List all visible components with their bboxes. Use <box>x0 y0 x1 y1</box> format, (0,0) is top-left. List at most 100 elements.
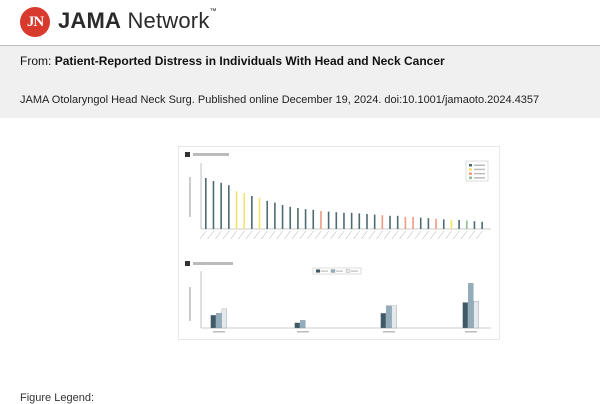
panel-a-y-label-placeholder <box>189 177 191 217</box>
panel-b-bar <box>300 320 306 329</box>
panel-b-bar <box>221 308 227 329</box>
panel-a-legend-swatch <box>469 176 472 180</box>
panel-b-y-label-placeholder <box>189 287 191 321</box>
panel-a-bar <box>389 215 391 229</box>
panel-a-badge <box>185 152 190 157</box>
panel-a-tick-label <box>307 230 314 240</box>
panel-a-tick-label <box>207 230 214 240</box>
panel-a-bar <box>473 221 476 229</box>
panel-b-bar <box>468 283 474 329</box>
panel-a-tick-label <box>222 230 230 240</box>
panel-b-legend-label <box>321 270 328 272</box>
panel-a-tick-label <box>445 230 452 240</box>
panel-b-bar <box>210 315 216 329</box>
panel-a-bar <box>212 181 215 229</box>
panel-a-bar <box>205 178 207 229</box>
panel-a-bar <box>258 197 261 229</box>
panel-a-bar <box>442 219 445 229</box>
article-title[interactable]: Patient-Reported Distress in Individuals… <box>54 54 445 68</box>
panel-a-bar <box>220 182 222 229</box>
figure-legend-heading: Figure Legend: <box>20 392 94 404</box>
panel-a-tick-label <box>476 230 483 240</box>
panel-a-bar <box>274 202 276 229</box>
panel-a-tick-label <box>230 230 237 240</box>
panel-a-bar <box>335 212 338 229</box>
logo-trademark: ™ <box>209 8 217 15</box>
panel-a-legend-label <box>474 168 485 171</box>
panel-a-bar <box>435 218 437 229</box>
panel-a-tick-label <box>353 230 360 240</box>
panel-a-tick-label <box>414 230 422 240</box>
panel-a-tick-label <box>468 230 475 240</box>
panel-a-bar <box>458 220 460 229</box>
panel-b-bar <box>462 302 468 329</box>
panel-a-tick-label <box>299 230 307 240</box>
panel-a-tick-label <box>460 230 468 240</box>
panel-a-bar <box>235 191 238 229</box>
panel-b-bar <box>391 305 397 329</box>
panel-a-bar <box>465 220 468 229</box>
panel-a-bar <box>358 213 361 229</box>
panel-a-legend-label <box>474 177 485 179</box>
panel-a-bar <box>289 206 292 229</box>
panel-a-bar <box>396 215 399 229</box>
from-line: From: Patient-Reported Distress in Indiv… <box>20 54 445 68</box>
panel-b-title-placeholder <box>193 262 233 265</box>
panel-a-tick-label <box>268 230 276 240</box>
panel-a-bar <box>381 215 384 229</box>
panel-a-tick-label <box>437 230 445 240</box>
panel-a-tick-label <box>330 230 337 240</box>
panel-b-tick-label <box>383 331 395 333</box>
panel-a-bar <box>373 214 376 229</box>
panel-a-tick-label <box>345 230 353 240</box>
logo-wordmark-bold: JAMA <box>58 8 122 33</box>
panel-a-tick-label <box>399 230 406 240</box>
from-label: From: <box>20 54 52 68</box>
panel-a-tick-label <box>284 230 291 240</box>
panel-a-tick-label <box>199 230 207 240</box>
panel-a-bar <box>312 209 315 229</box>
panel-b-bar <box>294 322 300 329</box>
logo-wordmark[interactable]: JAMA Network™ <box>58 8 217 34</box>
panel-b-tick-label <box>213 331 225 333</box>
panel-a-bar <box>450 220 453 229</box>
figure-chart <box>185 152 491 333</box>
panel-a-tick-label <box>245 230 253 240</box>
panel-a-tick-label <box>215 230 222 240</box>
panel-a-tick-label <box>360 230 368 240</box>
panel-b-badge <box>185 261 190 266</box>
panel-a-bar <box>266 200 269 229</box>
panel-a-bar <box>281 205 284 229</box>
panel-a-bar <box>419 217 422 229</box>
site-header: JN JAMA Network™ <box>0 0 600 42</box>
panel-b-bar <box>380 313 386 329</box>
logo-wordmark-rest: Network <box>121 8 210 33</box>
panel-a-tick-label <box>291 230 299 240</box>
panel-a-tick-label <box>383 230 391 240</box>
panel-a-bar <box>404 217 407 229</box>
figure-image[interactable] <box>178 146 500 340</box>
panel-a-bar <box>343 212 345 229</box>
panel-a-tick-label <box>453 230 460 240</box>
panel-a-legend-swatch <box>469 164 472 167</box>
article-banner: From: Patient-Reported Distress in Indiv… <box>0 45 600 118</box>
panel-a-tick-label <box>337 230 345 240</box>
panel-a-tick-label <box>314 230 322 240</box>
panel-a-bar <box>297 208 299 229</box>
panel-a-legend-swatch <box>469 172 472 175</box>
panel-b-bar <box>386 305 392 329</box>
panel-b-bar <box>216 313 222 329</box>
jama-network-logo[interactable]: JN <box>20 7 50 37</box>
panel-a-tick-label <box>368 230 376 240</box>
panel-b-legend-swatch <box>315 269 321 273</box>
panel-b-tick-label <box>297 331 309 333</box>
panel-a-bar <box>243 193 245 229</box>
panel-a-bar <box>350 212 353 229</box>
panel-b-legend-swatch <box>330 269 336 273</box>
panel-a-bar <box>366 214 368 229</box>
panel-a-bar <box>228 185 230 229</box>
panel-b-legend-label <box>351 270 358 272</box>
panel-a-tick-label <box>238 230 245 240</box>
logo-badge-text: JN <box>26 13 44 30</box>
panel-b-tick-label <box>465 331 477 333</box>
